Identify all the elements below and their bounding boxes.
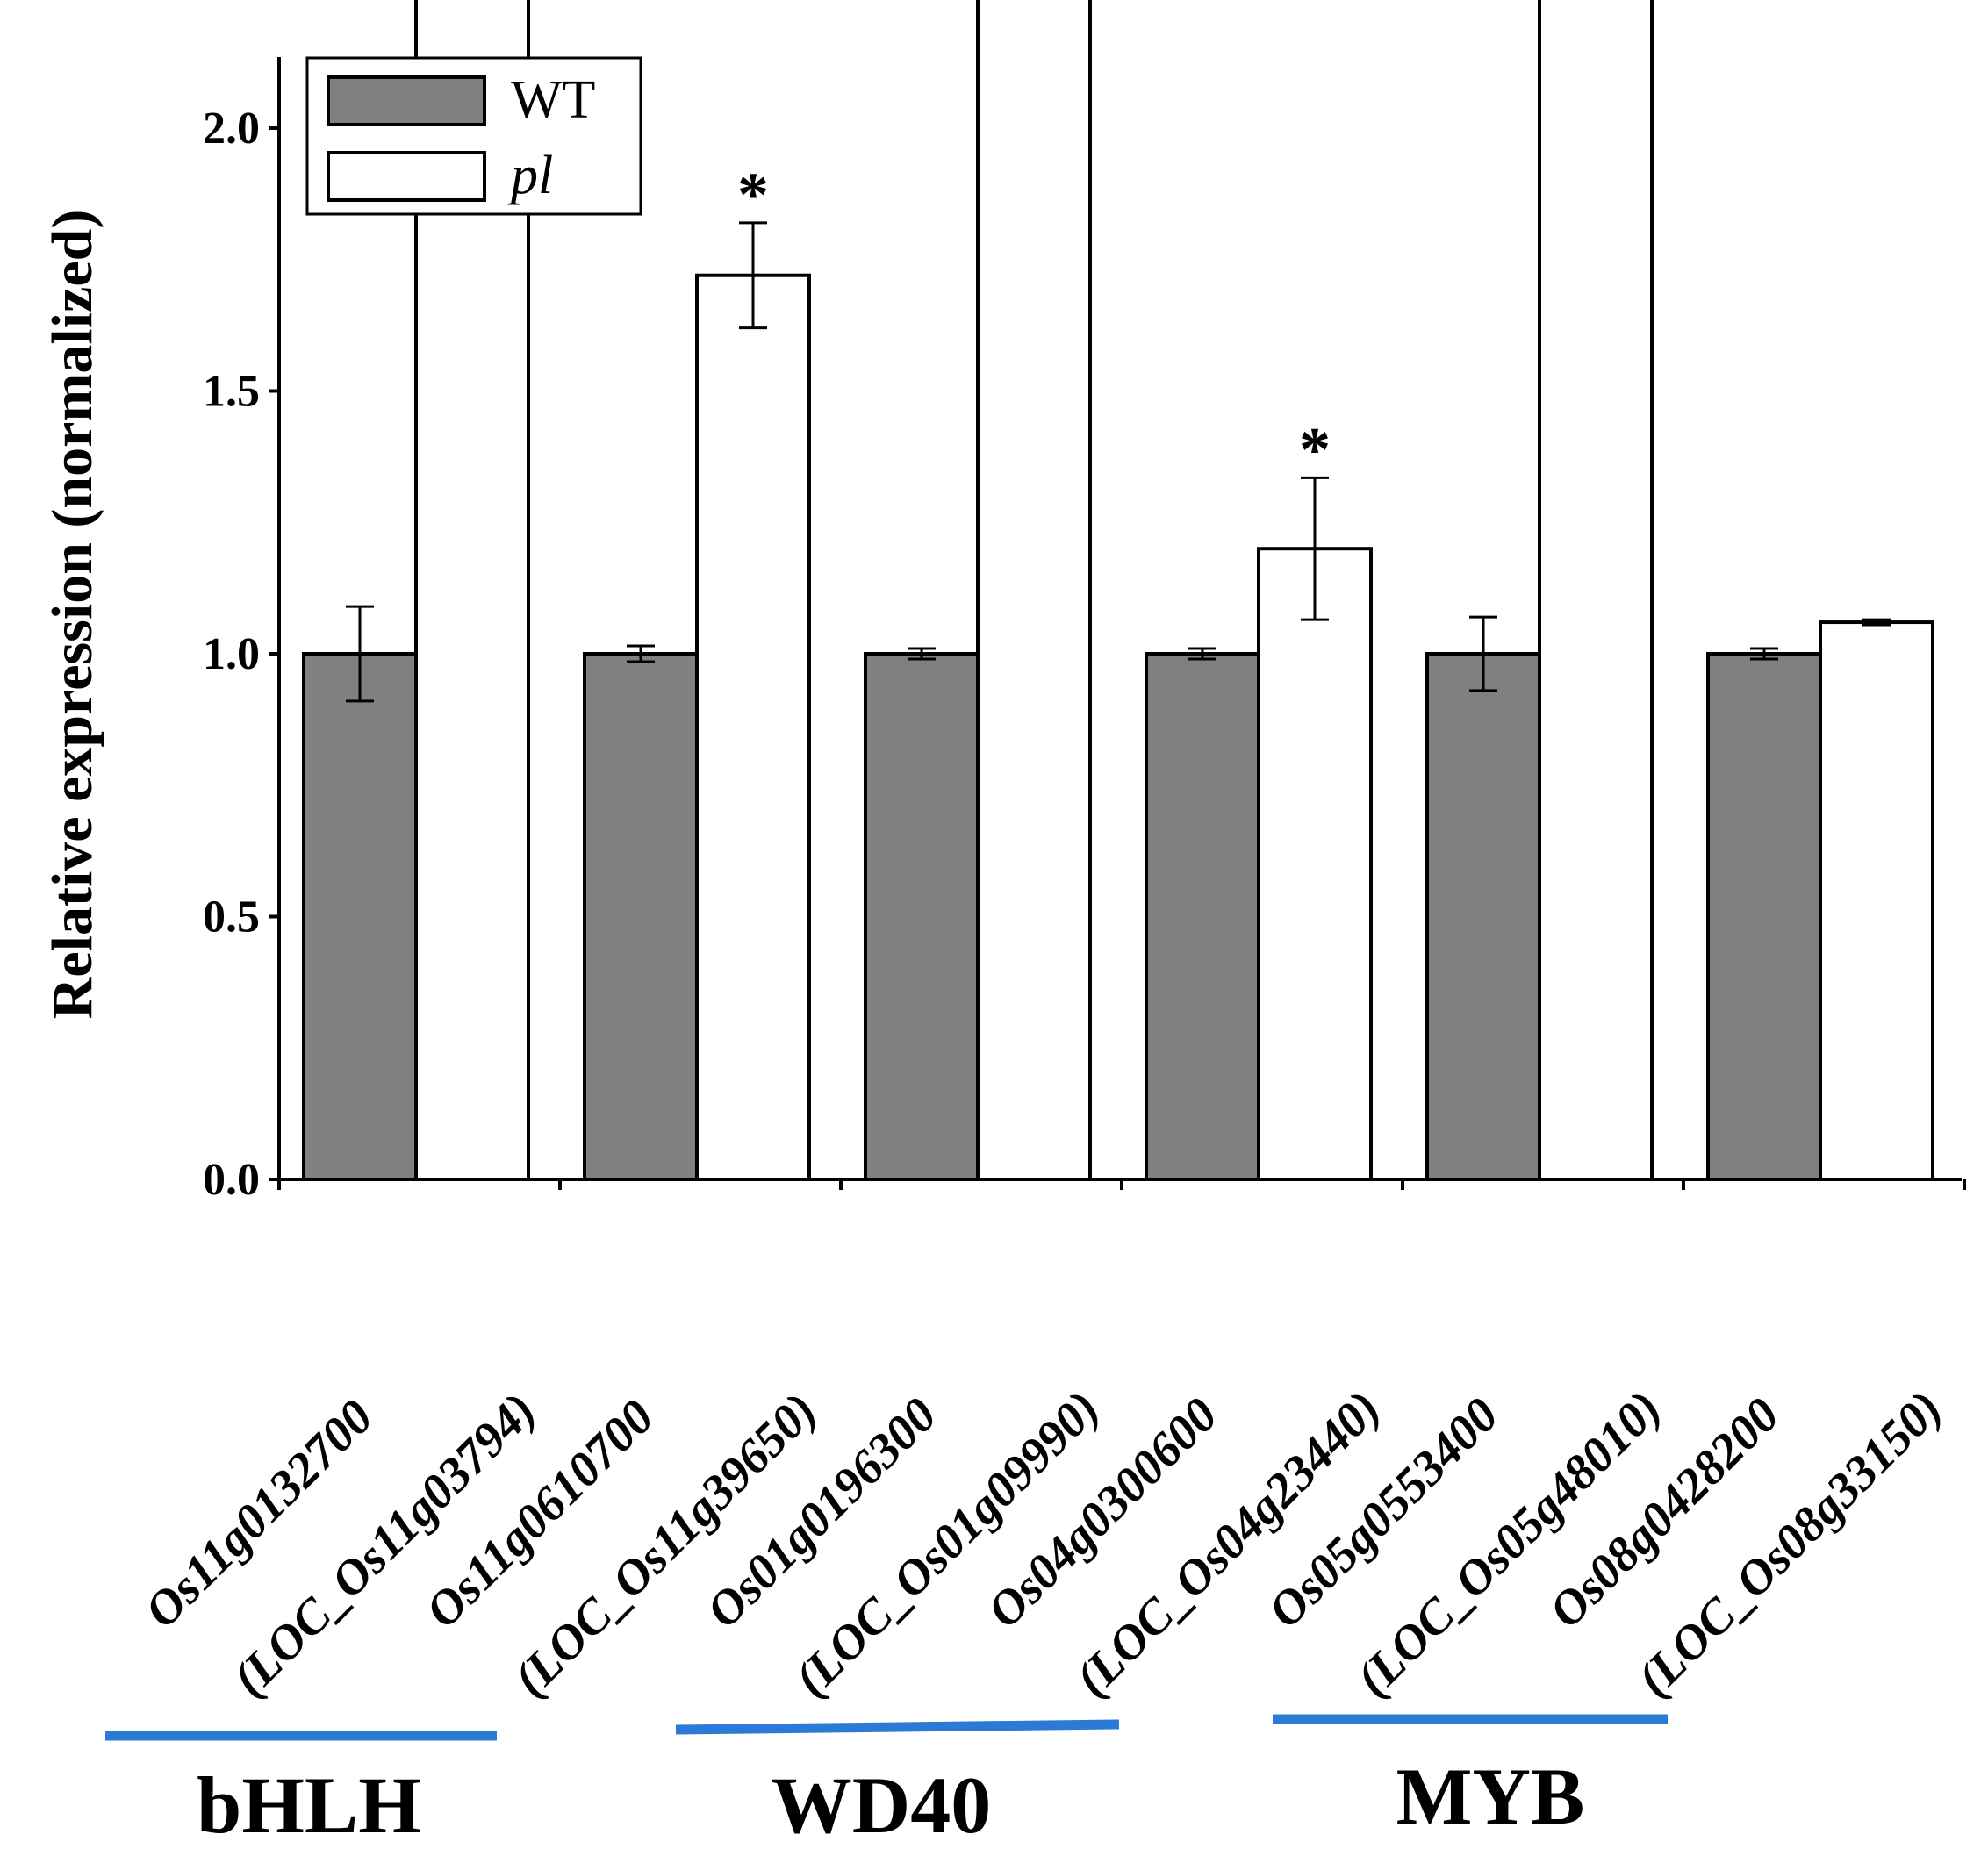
y-axis-label: Relative expression (normalized) <box>40 210 104 1020</box>
plot-area: *****0.00.51.01.52.02.53.03.54.0 <box>203 0 1966 1205</box>
bar-WT-1 <box>302 652 418 1181</box>
y-tick-label: 0.0 <box>203 1155 260 1205</box>
bar-WT-2 <box>583 652 699 1181</box>
group-label-MYB: MYB <box>1396 1752 1585 1841</box>
x-axis-labels: Os11g0132700(LOC_Os11g03794)Os11g0610700… <box>134 1381 1953 1708</box>
legend: WT pl <box>305 56 642 216</box>
y-tick-label: 1.5 <box>203 367 260 417</box>
y-tick-label: 1.0 <box>203 629 260 679</box>
bar-WT-5 <box>1425 652 1541 1181</box>
error-bar-WT-5 <box>1469 615 1497 692</box>
bar-pl-2 <box>695 273 811 1182</box>
bar-pl-6 <box>1819 620 1934 1181</box>
bar-pl-4 <box>1257 547 1373 1181</box>
group-label-WD40: WD40 <box>772 1760 991 1849</box>
legend-label-WT: WT <box>511 70 595 130</box>
error-bar-pl-6 <box>1862 618 1891 627</box>
legend-label-pl: pl <box>507 146 553 205</box>
error-bar-WT-2 <box>627 644 655 663</box>
legend-swatch-pl <box>327 151 486 202</box>
y-tick-label: 0.5 <box>203 892 260 942</box>
error-bar-pl-2 <box>739 221 767 330</box>
significance-star-2: * <box>737 160 769 230</box>
error-bar-WT-6 <box>1750 647 1778 661</box>
group-label-bHLH: bHLH <box>197 1760 421 1849</box>
locus-id-label: (LOC_Os08g33150) <box>1626 1381 1953 1708</box>
bar-WT-3 <box>864 652 980 1181</box>
bar-WT-4 <box>1145 652 1260 1181</box>
bar-pl-3 <box>976 0 1092 1182</box>
bar-pl-5 <box>1538 0 1654 1182</box>
group-line-WD40 <box>675 1719 1120 1735</box>
error-bar-WT-4 <box>1188 647 1216 661</box>
error-bar-pl-4 <box>1301 476 1329 621</box>
legend-swatch-WT <box>327 75 486 126</box>
y-tick-label: 2.0 <box>203 104 260 154</box>
significance-star-4: * <box>1299 414 1331 484</box>
gene-family-groups: bHLH WD40 MYB <box>105 1714 1668 1849</box>
error-bar-WT-1 <box>346 605 374 703</box>
error-bar-WT-3 <box>908 647 936 661</box>
bar-WT-6 <box>1706 652 1822 1181</box>
